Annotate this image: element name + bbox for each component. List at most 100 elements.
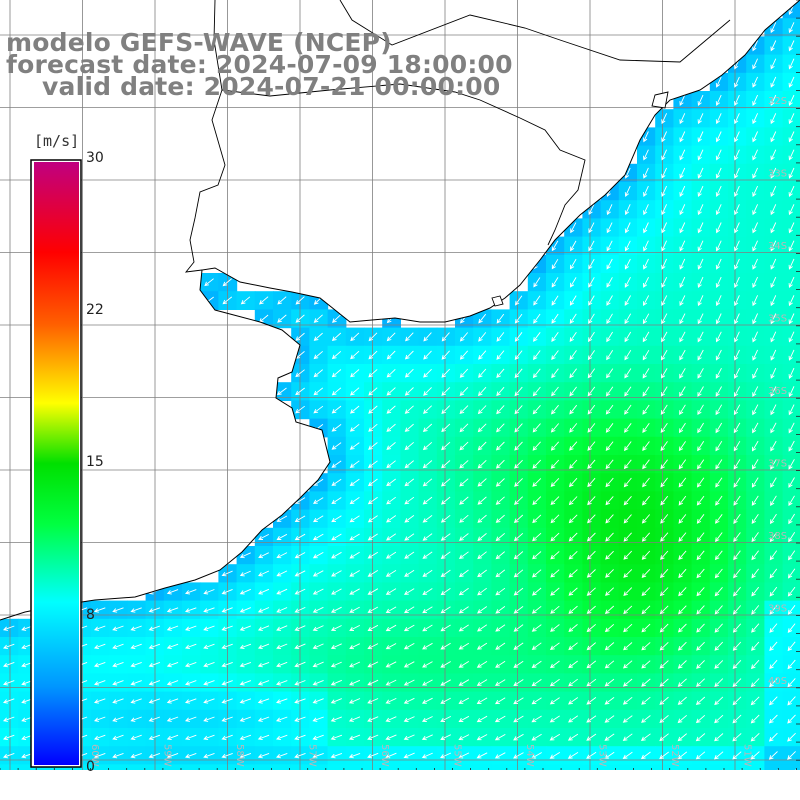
wind-arrow <box>441 368 451 378</box>
wind-arrow <box>751 477 759 488</box>
wind-arrow <box>440 569 451 578</box>
wind-arrow <box>276 570 288 577</box>
wind-arrow <box>679 113 686 125</box>
wind-arrow <box>239 680 252 686</box>
wind-arrow <box>477 569 487 578</box>
wind-arrow <box>257 625 270 631</box>
wind-arrow <box>94 625 106 631</box>
wind-arrow <box>495 459 505 469</box>
wind-arrow <box>496 350 505 360</box>
wind-arrow <box>495 660 506 668</box>
wind-arrow <box>477 478 487 487</box>
wind-arrow <box>714 714 724 724</box>
wind-arrow <box>386 533 397 541</box>
wind-arrow <box>679 295 686 307</box>
wind-arrow <box>441 332 450 342</box>
wind-arrow <box>476 752 488 759</box>
wind-arrow <box>294 716 306 722</box>
wind-arrow <box>606 204 613 216</box>
wind-arrow <box>332 314 342 323</box>
wind-arrow <box>751 513 759 524</box>
wind-arrow <box>295 369 305 378</box>
wind-arrow <box>222 296 233 305</box>
wind-arrow <box>514 478 523 487</box>
lon-label: 57W <box>307 744 318 767</box>
lat-label: 38S <box>768 531 787 542</box>
wind-arrow <box>367 643 379 650</box>
wind-arrow <box>495 514 505 523</box>
wind-arrow <box>715 131 722 143</box>
wind-arrow <box>422 606 433 614</box>
wind-arrow <box>478 332 487 342</box>
wind-arrow <box>276 680 288 686</box>
wind-arrow <box>788 495 795 506</box>
wind-arrow <box>476 734 488 741</box>
grid-labels: 32S 33S 34S 35S 36S 37S 38S 39S 40S 60W 59W 58W 57W 5… <box>89 96 787 767</box>
wind-arrow <box>514 405 523 415</box>
wind-arrow <box>679 185 686 197</box>
wind-arrow <box>714 605 723 615</box>
wind-arrow <box>641 660 651 669</box>
coast-line <box>0 0 800 621</box>
wind-arrow <box>568 587 578 596</box>
wind-arrow <box>733 568 741 579</box>
wind-arrow <box>295 296 305 305</box>
wind-arrow <box>732 751 742 760</box>
wind-arrow <box>623 605 633 615</box>
wind-arrow <box>312 679 324 686</box>
wind-arrow <box>313 405 324 414</box>
wind-arrow <box>787 586 796 597</box>
wind-arrow <box>788 167 795 179</box>
wind-arrow <box>459 478 469 487</box>
wind-arrow <box>421 734 433 741</box>
wind-arrow <box>550 605 560 614</box>
wind-arrow <box>422 551 433 559</box>
wind-arrow <box>788 22 795 34</box>
wind-arrow <box>459 514 469 523</box>
wind-arrow <box>330 752 343 759</box>
wind-arrow <box>569 350 577 361</box>
wind-arrow <box>257 607 270 613</box>
wind-arrow <box>533 295 541 306</box>
wind-arrow <box>532 386 541 397</box>
wind-arrow <box>788 258 795 270</box>
wind-arrow <box>568 605 578 614</box>
wind-arrow <box>660 404 668 415</box>
wind-arrow <box>643 295 650 307</box>
wind-arrow <box>769 568 778 579</box>
wind-arrow <box>458 715 470 722</box>
wind-arrow <box>732 714 742 724</box>
wind-arrow <box>459 368 469 378</box>
wind-arrow <box>661 240 668 252</box>
wind-arrow <box>531 752 542 759</box>
wind-arrow <box>422 569 433 577</box>
wind-arrow <box>386 460 396 469</box>
wind-arrow <box>495 697 506 705</box>
wind-arrow <box>203 661 215 668</box>
wind-arrow <box>404 423 414 432</box>
wind-arrow <box>385 716 397 722</box>
wind-arrow <box>697 131 704 143</box>
wind-arrow <box>751 495 759 506</box>
wind-arrow <box>750 659 760 670</box>
wind-arrow <box>276 698 288 704</box>
wind-arrow <box>696 568 705 579</box>
wind-arrow <box>3 625 15 631</box>
wind-arrow <box>697 185 704 197</box>
wind-arrow <box>551 295 559 306</box>
wind-arrow <box>696 641 705 651</box>
wind-arrow <box>312 606 324 613</box>
wind-arrow <box>3 734 15 741</box>
wind-arrow <box>750 751 760 760</box>
wind-arrow <box>550 459 560 469</box>
wind-arrow <box>770 313 777 325</box>
wind-arrow <box>203 734 215 741</box>
wind-arrow <box>513 551 524 560</box>
wind-arrow <box>551 331 559 342</box>
wind-arrow <box>679 240 686 252</box>
wind-arrow <box>166 734 179 741</box>
wind-arrow <box>385 734 397 741</box>
wind-arrow <box>148 716 161 722</box>
wind-arrow <box>623 642 633 651</box>
wind-arrow <box>770 477 777 488</box>
